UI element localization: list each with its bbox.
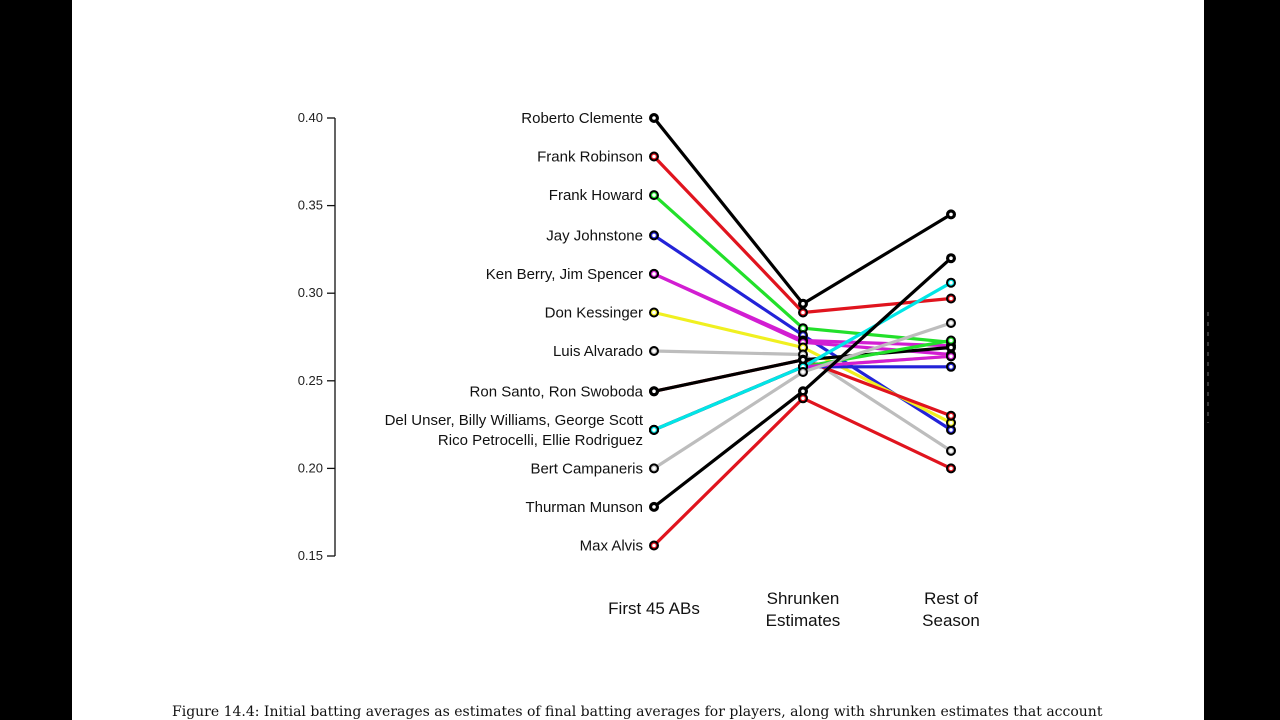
- data-point-center: [801, 358, 805, 362]
- data-point-center: [652, 543, 656, 548]
- x-column-label: Shrunken: [767, 589, 840, 608]
- y-tick-label: 0.15: [298, 548, 323, 563]
- data-point-center: [801, 301, 805, 306]
- figure-caption: Figure 14.4: Initial batting averages as…: [172, 704, 1103, 720]
- player-label: Roberto Clemente: [521, 110, 643, 127]
- player-label: Frank Robinson: [537, 149, 643, 166]
- player-label: Bert Campaneris: [530, 460, 643, 477]
- x-column-label: Rest of: [924, 589, 978, 608]
- data-point-center: [949, 365, 953, 369]
- data-point-center: [949, 338, 953, 343]
- data-point-center: [949, 321, 953, 325]
- x-column-label: First 45 ABs: [608, 599, 700, 618]
- player-label: Frank Howard: [549, 187, 643, 204]
- y-tick-label: 0.25: [298, 373, 323, 388]
- player-label: Luis Alvarado: [553, 343, 643, 360]
- x-column-label: Season: [922, 611, 980, 630]
- batting-average-chart: 0.40 0.35 0.30 0.25 0.20 0.15 Roberto Clement…: [298, 110, 980, 630]
- player-labels: Roberto Clemente Frank Robinson Frank Howa…: [385, 110, 644, 554]
- data-point-center: [652, 428, 656, 432]
- data-point-center: [652, 193, 656, 197]
- series-line: [652, 116, 952, 306]
- y-tick-label: 0.30: [298, 285, 323, 300]
- data-point-center: [652, 272, 656, 276]
- data-point-center: [949, 256, 953, 261]
- data-point-center: [949, 280, 953, 285]
- data-point-center: [949, 354, 953, 359]
- scrollbar-track[interactable]: [1204, 310, 1212, 425]
- y-tick-label: 0.35: [298, 198, 323, 213]
- player-label: Rico Petrocelli, Ellie Rodriguez: [438, 432, 643, 449]
- player-label: Max Alvis: [580, 537, 643, 554]
- data-point-center: [652, 505, 656, 509]
- data-point-center: [801, 396, 805, 401]
- x-column-label: Estimates: [766, 611, 841, 630]
- player-label: Ron Santo, Ron Swoboda: [470, 383, 644, 400]
- series-points: [649, 113, 956, 551]
- series-line: [652, 193, 952, 344]
- player-label: Don Kessinger: [545, 304, 643, 321]
- data-point-center: [949, 449, 953, 453]
- y-axis: 0.40 0.35 0.30 0.25 0.20 0.15: [298, 110, 336, 563]
- document-page: 0.40 0.35 0.30 0.25 0.20 0.15 Roberto Clement…: [72, 0, 1204, 720]
- data-point-center: [652, 154, 656, 159]
- data-point-center: [801, 310, 805, 315]
- data-point-center: [949, 421, 953, 425]
- data-point-center: [801, 370, 805, 374]
- data-point-center: [652, 349, 656, 353]
- data-point-center: [949, 428, 953, 432]
- data-point-center: [801, 345, 805, 350]
- data-point-center: [801, 326, 805, 331]
- data-point-center: [949, 414, 953, 418]
- data-point-center: [949, 345, 953, 350]
- data-point-center: [949, 212, 953, 217]
- data-point-center: [652, 466, 656, 471]
- data-point-center: [652, 116, 656, 120]
- data-point-center: [652, 310, 656, 315]
- data-point-center: [652, 233, 656, 238]
- player-label: Del Unser, Billy Williams, George Scott: [385, 412, 644, 429]
- data-point-center: [801, 389, 805, 394]
- y-tick-label: 0.40: [298, 110, 323, 125]
- player-label: Jay Johnstone: [546, 227, 643, 244]
- data-point-center: [949, 466, 953, 471]
- player-label: Thurman Munson: [525, 499, 643, 516]
- data-point-center: [652, 389, 656, 394]
- data-point-center: [949, 296, 953, 301]
- column-labels: First 45 ABs Shrunken Estimates Rest of Seas…: [608, 589, 980, 630]
- player-label: Ken Berry, Jim Spencer: [486, 266, 643, 283]
- y-tick-label: 0.20: [298, 460, 323, 475]
